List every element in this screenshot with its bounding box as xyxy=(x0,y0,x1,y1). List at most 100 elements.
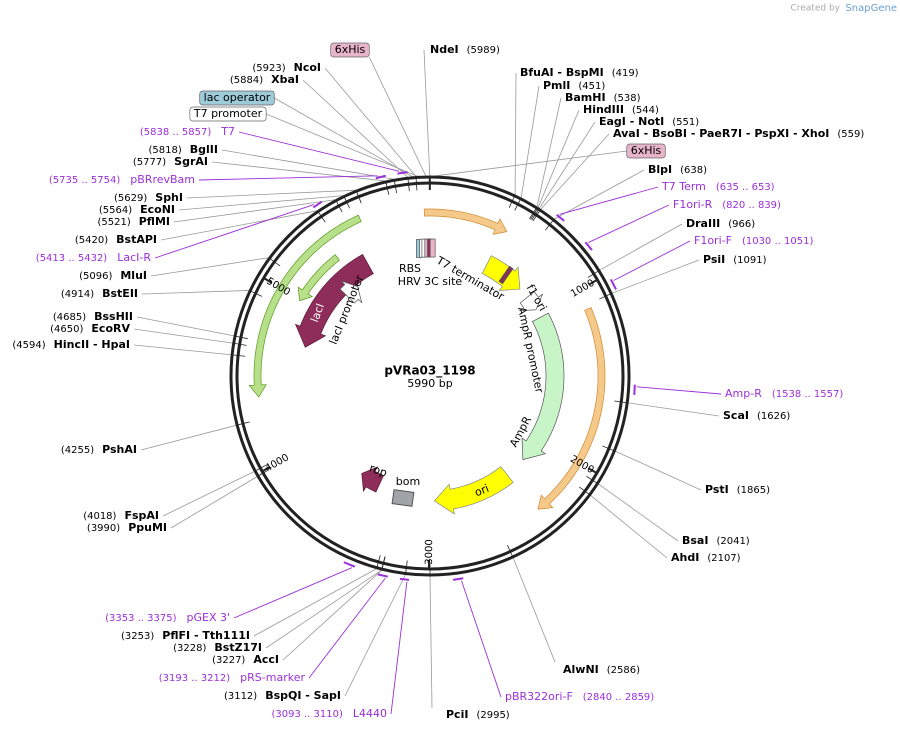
feature-box-label: 6xHis xyxy=(631,144,662,157)
primer-name: F1ori-R xyxy=(673,198,713,211)
cut-site xyxy=(231,354,246,357)
f1-ori-arrow xyxy=(481,255,521,291)
leader-line xyxy=(368,56,427,177)
enzyme-site: (2586) xyxy=(607,665,640,676)
enzyme-site: (5096) xyxy=(79,271,112,282)
enzyme-site: (5521) xyxy=(97,217,130,228)
enzyme-name: BlpI xyxy=(648,163,672,176)
leader-line xyxy=(540,133,610,210)
map-tick xyxy=(263,277,272,284)
ampr-arrow xyxy=(521,312,565,461)
leader-line xyxy=(274,97,413,178)
primer-leader xyxy=(390,581,408,715)
cut-site xyxy=(545,218,555,231)
enzyme-name: HincII - HpaI xyxy=(54,338,130,351)
cut-site xyxy=(381,556,386,571)
primer-leader xyxy=(588,204,670,243)
feature-box-label: T7 promoter xyxy=(193,107,263,120)
primer-name: F1ori-F xyxy=(694,234,732,247)
enzyme-name: BssHII xyxy=(94,310,133,323)
leader-line xyxy=(324,67,417,177)
primer-range: (820 .. 839) xyxy=(722,200,781,211)
enzyme-site: (5818) xyxy=(149,145,182,156)
enzyme-site: (4650) xyxy=(50,324,83,335)
primer-mark xyxy=(397,171,408,175)
enzyme-name: PmlI xyxy=(543,79,570,92)
map-tick xyxy=(261,466,271,473)
orf-arc xyxy=(423,208,508,235)
leader-line xyxy=(253,568,377,637)
credit: Created by xyxy=(790,4,840,14)
cut-site xyxy=(587,269,600,278)
enzyme-site: (5884) xyxy=(230,75,263,86)
enzyme-name: AlwNI xyxy=(563,663,599,676)
enzyme-site: (4914) xyxy=(61,289,94,300)
leader-line xyxy=(512,557,556,663)
cut-site xyxy=(385,180,390,195)
feature-box xyxy=(189,106,267,122)
cut-site xyxy=(507,544,514,559)
bom-box xyxy=(391,489,415,507)
cut-site xyxy=(532,209,541,222)
feature-box-label: 6xHis xyxy=(335,43,366,56)
leader-line xyxy=(265,569,382,649)
leader-line xyxy=(599,223,683,271)
leader-line xyxy=(536,97,562,208)
primer-mark xyxy=(633,384,636,395)
leader-line xyxy=(140,424,237,451)
enzyme-name: PshAI xyxy=(102,443,137,456)
cut-site xyxy=(343,195,350,209)
enzyme-name: FspAI xyxy=(124,509,159,522)
feature-label: lacI xyxy=(308,302,327,324)
orf-arc xyxy=(248,214,362,398)
leader-line xyxy=(282,569,383,661)
leader-line xyxy=(133,344,232,356)
leader-line xyxy=(221,149,395,180)
leader-line xyxy=(611,259,700,294)
primer-mark xyxy=(556,214,565,222)
primer-mark xyxy=(377,573,388,578)
cut-site xyxy=(529,206,538,220)
primer-mark xyxy=(452,577,464,581)
enzyme-site: (538) xyxy=(614,93,641,104)
enzyme-name: BsaI xyxy=(682,534,708,547)
leader-line xyxy=(302,79,409,178)
enzyme-site: (4685) xyxy=(53,312,86,323)
ampr-promoter-arrow xyxy=(518,291,544,312)
leader-line xyxy=(136,316,235,337)
primer-mark xyxy=(399,577,410,581)
cut-site xyxy=(602,445,616,452)
enzyme-name: AvaI - BsoBI - PaeR7I - PspXI - XhoI xyxy=(613,127,829,140)
map-tick-label: 4000 xyxy=(263,452,291,474)
leader-line xyxy=(423,49,431,177)
cut-site xyxy=(268,257,281,267)
enzyme-site: (544) xyxy=(632,105,659,116)
feature-box xyxy=(330,42,370,58)
primer-name: T7 Term xyxy=(661,180,706,193)
enzyme-name: BstEII xyxy=(102,287,138,300)
leader-line xyxy=(141,290,250,295)
primer-range: (3353 .. 3375) xyxy=(105,613,177,624)
cut-site xyxy=(249,290,263,297)
primer-name: pBRrevBam xyxy=(130,173,195,186)
map-tick xyxy=(589,278,598,286)
small-feature xyxy=(498,265,514,285)
primer-range: (635 .. 653) xyxy=(716,182,775,193)
enzyme-name: BamHI xyxy=(565,91,606,104)
cut-site xyxy=(317,210,326,223)
enzyme-site: (5564) xyxy=(99,205,132,216)
enzyme-site: (451) xyxy=(578,81,605,92)
primer-name: pRS-marker xyxy=(240,671,305,684)
feature-label: bom xyxy=(396,475,420,488)
enzyme-name: EcoNI xyxy=(140,203,175,216)
enzyme-site: (5629) xyxy=(114,193,147,204)
enzyme-name: PpuMI xyxy=(128,521,167,534)
leader-line xyxy=(173,199,336,223)
primer-leader xyxy=(154,204,315,259)
ori-arrow xyxy=(433,466,514,515)
feature-label: ori xyxy=(473,482,491,499)
enzyme-name: DraIII xyxy=(686,217,720,230)
primer-leader xyxy=(461,580,502,698)
enzyme-name: EagI - NotI xyxy=(599,115,664,128)
enzyme-site: (1865) xyxy=(737,485,770,496)
